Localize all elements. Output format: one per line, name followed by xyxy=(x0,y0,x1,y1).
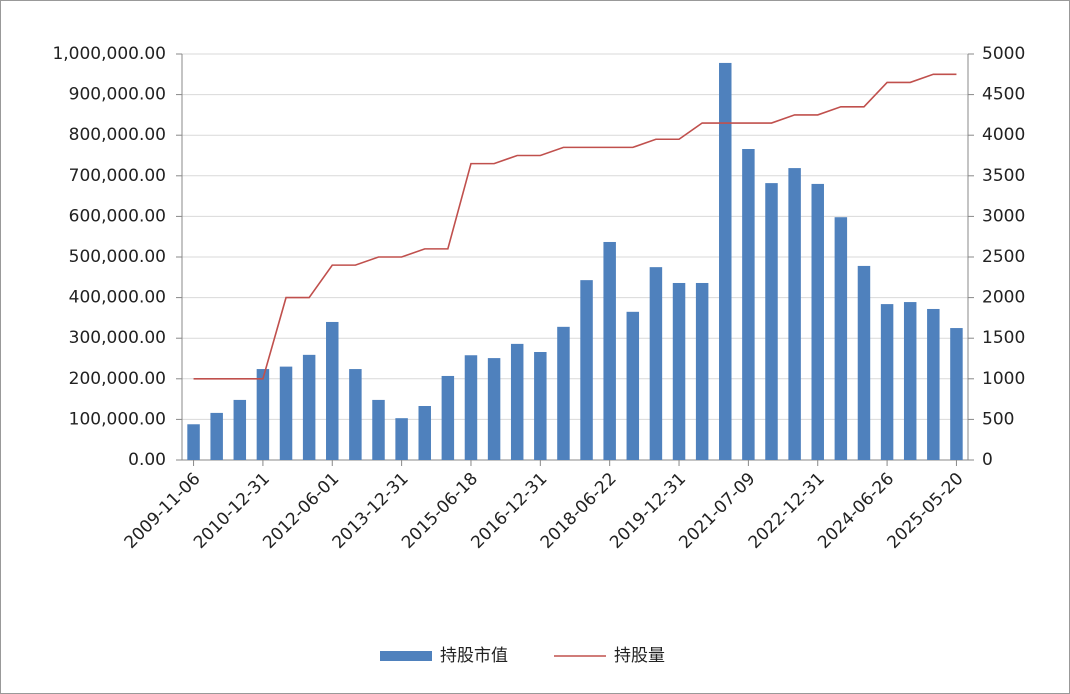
bar xyxy=(279,366,293,460)
y-tick-label: 300,000.00 xyxy=(69,328,166,348)
bar xyxy=(903,302,917,460)
y2-tick-label: 4500 xyxy=(982,85,1025,105)
y-tick-label: 600,000.00 xyxy=(69,206,166,226)
bar xyxy=(695,282,709,460)
y2-tick-label: 2000 xyxy=(982,288,1025,308)
y-tick-label: 0.00 xyxy=(128,450,166,470)
y-tick-label: 100,000.00 xyxy=(69,409,166,429)
y-tick-label: 200,000.00 xyxy=(69,369,166,389)
y2-tick-label: 2500 xyxy=(982,247,1025,267)
y2-tick-label: 5000 xyxy=(982,44,1025,64)
y2-tick-label: 500 xyxy=(982,409,1014,429)
y-tick-label: 900,000.00 xyxy=(69,85,166,105)
bar xyxy=(302,354,316,460)
bar xyxy=(742,149,755,460)
bar xyxy=(441,375,455,460)
bar xyxy=(418,406,431,460)
legend-label: 持股量 xyxy=(614,646,665,666)
y-tick-label: 700,000.00 xyxy=(69,166,166,186)
bar xyxy=(834,217,848,460)
bar xyxy=(649,267,663,460)
bar xyxy=(233,399,247,460)
bar xyxy=(256,369,270,460)
bar xyxy=(534,352,547,460)
bar xyxy=(464,355,478,460)
bar xyxy=(765,183,778,460)
bar xyxy=(187,424,200,460)
legend-swatch xyxy=(380,651,432,661)
legend-label: 持股市值 xyxy=(440,646,508,666)
bar xyxy=(349,369,362,460)
bar xyxy=(210,412,223,460)
bar xyxy=(811,183,824,461)
bar xyxy=(719,62,732,460)
bar xyxy=(372,399,385,460)
y2-tick-label: 3500 xyxy=(982,166,1025,186)
bar xyxy=(927,308,940,460)
bar xyxy=(880,304,894,460)
bar xyxy=(788,168,801,460)
bar xyxy=(487,358,501,460)
bar xyxy=(672,282,686,460)
y2-tick-label: 1000 xyxy=(982,369,1025,389)
y-tick-label: 500,000.00 xyxy=(69,247,166,267)
bar xyxy=(510,343,524,460)
y-tick-label: 800,000.00 xyxy=(69,125,166,145)
y-tick-label: 1,000,000.00 xyxy=(52,44,166,64)
bar xyxy=(626,311,640,460)
bar xyxy=(603,241,616,460)
bar xyxy=(580,280,593,460)
y-tick-label: 400,000.00 xyxy=(69,288,166,308)
bar xyxy=(857,265,871,460)
y2-tick-label: 0 xyxy=(982,450,993,470)
y2-tick-label: 4000 xyxy=(982,125,1025,145)
y2-tick-label: 1500 xyxy=(982,328,1025,348)
bar xyxy=(950,328,963,460)
y2-tick-label: 3000 xyxy=(982,206,1025,226)
bar xyxy=(395,418,408,460)
bar xyxy=(557,326,570,460)
line xyxy=(193,73,957,380)
bar xyxy=(326,321,339,460)
